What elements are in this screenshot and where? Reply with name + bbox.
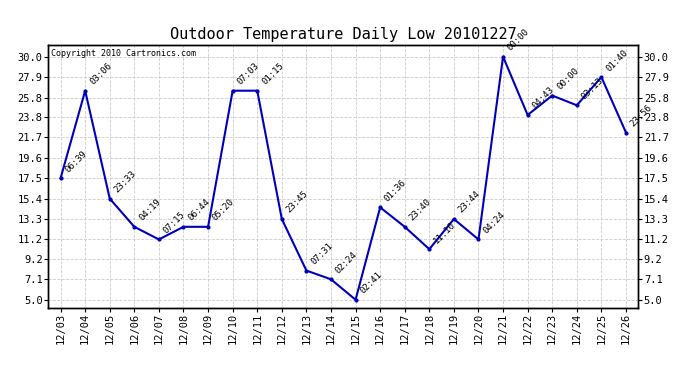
Text: Copyright 2010 Cartronics.com: Copyright 2010 Cartronics.com xyxy=(51,49,196,58)
Text: 23:40: 23:40 xyxy=(408,197,433,223)
Text: 01:36: 01:36 xyxy=(383,178,408,203)
Text: 23:44: 23:44 xyxy=(457,189,482,215)
Text: 00:00: 00:00 xyxy=(555,66,580,92)
Text: 11:10: 11:10 xyxy=(432,220,457,245)
Text: 23:45: 23:45 xyxy=(284,189,310,215)
Text: 00:00: 00:00 xyxy=(506,27,531,52)
Text: 23:33: 23:33 xyxy=(112,169,138,195)
Text: 01:40: 01:40 xyxy=(604,48,629,73)
Text: 23:56: 23:56 xyxy=(629,103,654,128)
Text: 03:13: 03:13 xyxy=(580,76,605,101)
Text: 03:06: 03:06 xyxy=(88,61,113,87)
Text: 06:39: 06:39 xyxy=(63,148,89,174)
Text: 02:24: 02:24 xyxy=(334,250,359,275)
Text: 01:15: 01:15 xyxy=(260,61,286,87)
Text: 05:20: 05:20 xyxy=(211,197,236,223)
Title: Outdoor Temperature Daily Low 20101227: Outdoor Temperature Daily Low 20101227 xyxy=(170,27,517,42)
Text: 04:19: 04:19 xyxy=(137,197,162,223)
Text: 04:43: 04:43 xyxy=(531,86,555,111)
Text: 04:24: 04:24 xyxy=(481,210,506,235)
Text: 06:44: 06:44 xyxy=(186,197,212,223)
Text: 02:41: 02:41 xyxy=(358,270,384,296)
Text: 07:03: 07:03 xyxy=(235,61,261,87)
Text: 07:15: 07:15 xyxy=(161,210,187,235)
Text: 07:31: 07:31 xyxy=(309,241,335,266)
